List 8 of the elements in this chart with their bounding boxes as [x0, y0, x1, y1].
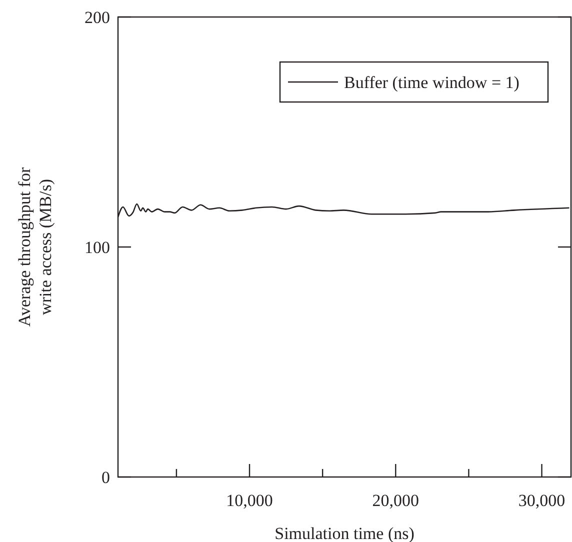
x-tick-label: 10,000 [226, 491, 273, 510]
x-tick-label: 30,000 [518, 491, 566, 510]
y-axis-title: Average throughput for write access (MB/s) [15, 167, 55, 327]
legend-label: Buffer (time window = 1) [344, 73, 520, 92]
y-tick-label: 100 [84, 238, 110, 257]
x-tick-label: 20,000 [372, 491, 420, 510]
y-tick-label: 0 [102, 468, 110, 487]
y-tick-label: 200 [84, 8, 110, 27]
